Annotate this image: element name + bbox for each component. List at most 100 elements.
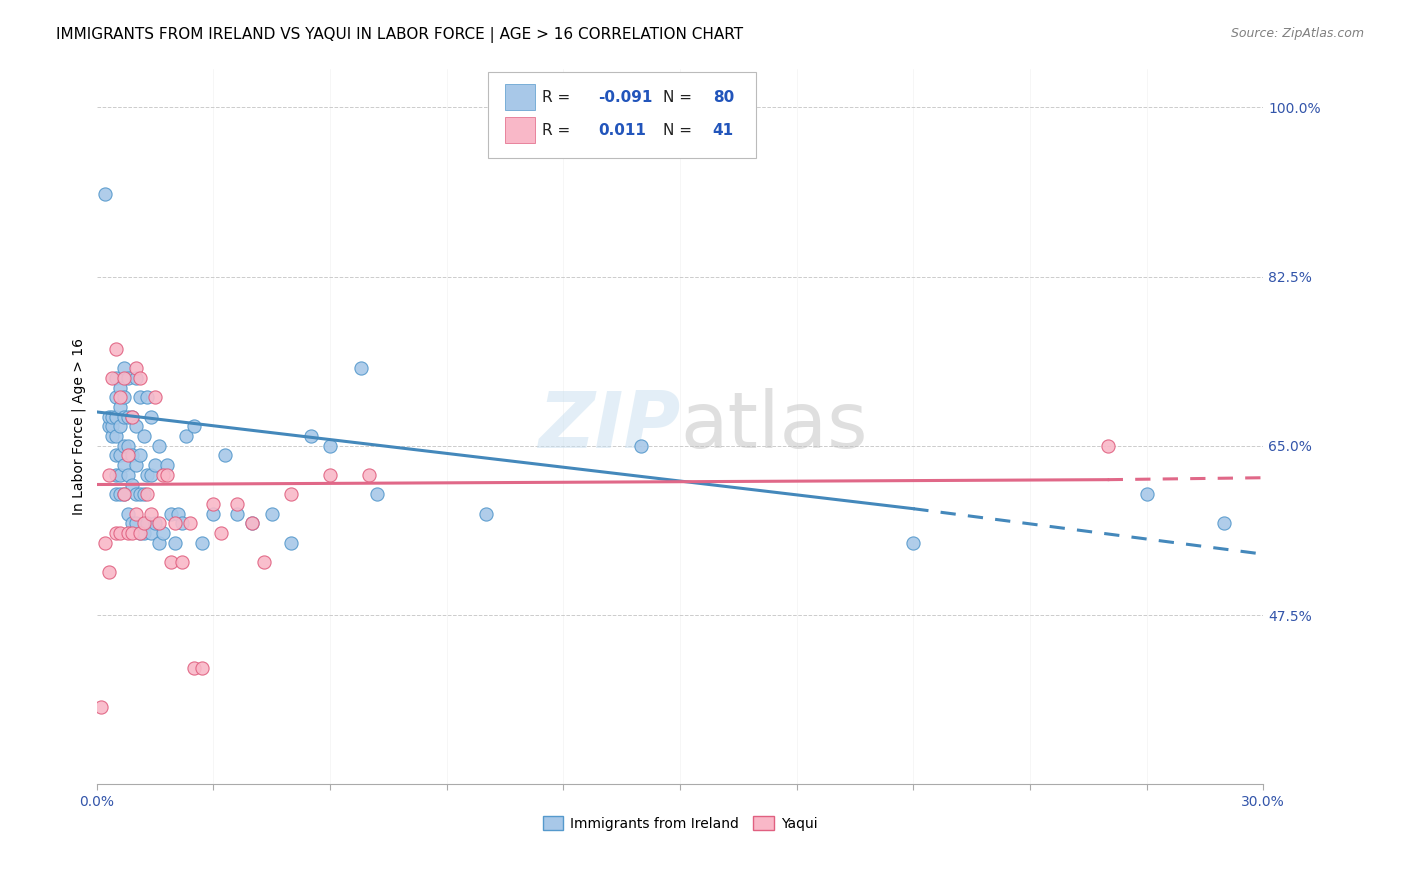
- Text: atlas: atlas: [681, 388, 868, 465]
- Point: [191, 535, 214, 549]
- Point: [630, 439, 652, 453]
- Point: [125, 487, 148, 501]
- Point: [112, 487, 135, 501]
- Point: [132, 429, 155, 443]
- Point: [101, 371, 124, 385]
- Point: [128, 391, 150, 405]
- Point: [179, 516, 201, 531]
- Text: 80: 80: [713, 90, 734, 104]
- Point: [117, 439, 139, 453]
- Point: [163, 535, 186, 549]
- Point: [93, 187, 115, 202]
- Text: R =: R =: [543, 90, 575, 104]
- Point: [136, 467, 159, 482]
- Point: [128, 449, 150, 463]
- Point: [128, 525, 150, 540]
- Point: [125, 371, 148, 385]
- Point: [1135, 487, 1157, 501]
- Point: [143, 458, 166, 472]
- Point: [141, 525, 163, 540]
- Point: [125, 458, 148, 472]
- Point: [112, 458, 135, 472]
- Point: [101, 419, 124, 434]
- Point: [108, 381, 131, 395]
- Point: [101, 429, 124, 443]
- Text: N =: N =: [662, 122, 696, 137]
- Point: [136, 516, 159, 531]
- Point: [97, 565, 120, 579]
- Point: [101, 409, 124, 424]
- Point: [319, 439, 342, 453]
- Point: [191, 661, 214, 675]
- Point: [105, 487, 128, 501]
- Point: [156, 467, 179, 482]
- Point: [319, 467, 342, 482]
- Point: [117, 467, 139, 482]
- Point: [90, 700, 112, 714]
- Point: [108, 467, 131, 482]
- Point: [136, 391, 159, 405]
- Point: [183, 661, 205, 675]
- Point: [240, 516, 263, 531]
- Point: [156, 458, 179, 472]
- Point: [148, 516, 170, 531]
- Point: [121, 409, 143, 424]
- Legend: Immigrants from Ireland, Yaqui: Immigrants from Ireland, Yaqui: [538, 812, 821, 835]
- Point: [299, 429, 322, 443]
- Point: [125, 516, 148, 531]
- Point: [112, 371, 135, 385]
- Point: [108, 487, 131, 501]
- Point: [97, 467, 120, 482]
- Point: [121, 409, 143, 424]
- Point: [125, 507, 148, 521]
- Point: [253, 555, 276, 569]
- Point: [105, 525, 128, 540]
- Point: [97, 409, 120, 424]
- Point: [1213, 516, 1236, 531]
- Text: IMMIGRANTS FROM IRELAND VS YAQUI IN LABOR FORCE | AGE > 16 CORRELATION CHART: IMMIGRANTS FROM IRELAND VS YAQUI IN LABO…: [56, 27, 744, 43]
- Point: [128, 371, 150, 385]
- Point: [108, 525, 131, 540]
- Point: [141, 409, 163, 424]
- FancyBboxPatch shape: [505, 117, 536, 143]
- Point: [183, 419, 205, 434]
- Point: [152, 525, 174, 540]
- Point: [112, 361, 135, 376]
- Point: [105, 391, 128, 405]
- Point: [105, 449, 128, 463]
- Point: [108, 449, 131, 463]
- Point: [105, 371, 128, 385]
- Point: [97, 419, 120, 434]
- Point: [152, 467, 174, 482]
- Text: 0.011: 0.011: [599, 122, 647, 137]
- Point: [112, 439, 135, 453]
- Point: [209, 525, 232, 540]
- Point: [202, 507, 225, 521]
- Point: [141, 467, 163, 482]
- Point: [128, 487, 150, 501]
- Point: [117, 525, 139, 540]
- Point: [143, 391, 166, 405]
- Point: [112, 409, 135, 424]
- Point: [105, 409, 128, 424]
- Point: [105, 342, 128, 356]
- Point: [167, 507, 190, 521]
- Point: [141, 507, 163, 521]
- Point: [117, 507, 139, 521]
- Point: [280, 535, 302, 549]
- Point: [121, 477, 143, 491]
- Point: [105, 429, 128, 443]
- Point: [366, 487, 388, 501]
- FancyBboxPatch shape: [505, 84, 536, 110]
- Y-axis label: In Labor Force | Age > 16: In Labor Force | Age > 16: [72, 338, 86, 515]
- Point: [172, 555, 194, 569]
- Point: [117, 409, 139, 424]
- Point: [214, 449, 236, 463]
- Point: [128, 525, 150, 540]
- Text: N =: N =: [662, 90, 696, 104]
- Point: [280, 487, 302, 501]
- Point: [93, 535, 115, 549]
- Point: [121, 525, 143, 540]
- Point: [112, 487, 135, 501]
- Point: [225, 507, 247, 521]
